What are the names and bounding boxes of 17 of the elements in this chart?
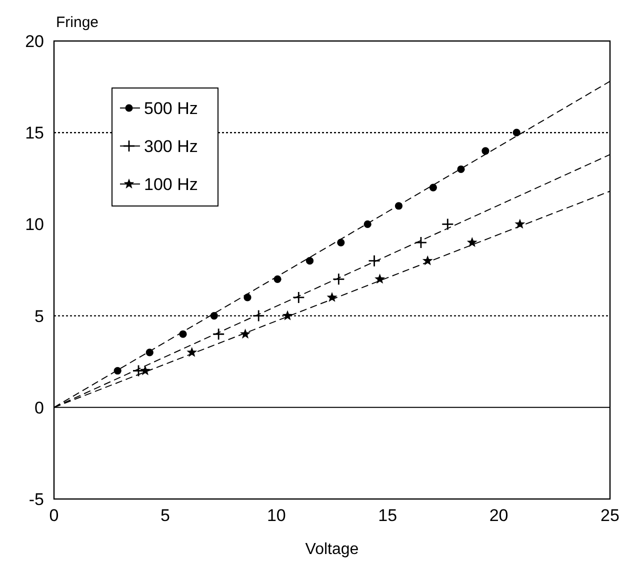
y-tick-label: 10 (25, 215, 44, 234)
x-axis-title: Voltage (305, 541, 359, 558)
x-tick-label: 5 (160, 506, 170, 525)
x-tick-label: 10 (266, 506, 286, 525)
legend-label: 500 Hz (144, 99, 198, 118)
y-tick-label: 20 (25, 32, 44, 51)
y-tick-label: 0 (34, 398, 44, 418)
y-tick-label: 5 (34, 306, 44, 326)
legend-label: 300 Hz (144, 137, 198, 156)
x-tick-label: 0 (49, 506, 59, 525)
x-tick-label: 25 (600, 506, 620, 525)
y-tick-label: 15 (25, 124, 44, 143)
x-tick-label: 15 (378, 506, 398, 525)
x-tick-label: 20 (489, 506, 508, 525)
legend-label: 100 Hz (144, 175, 198, 194)
y-tick-label: -5 (28, 490, 44, 509)
y-axis-title: Fringe (56, 14, 99, 31)
